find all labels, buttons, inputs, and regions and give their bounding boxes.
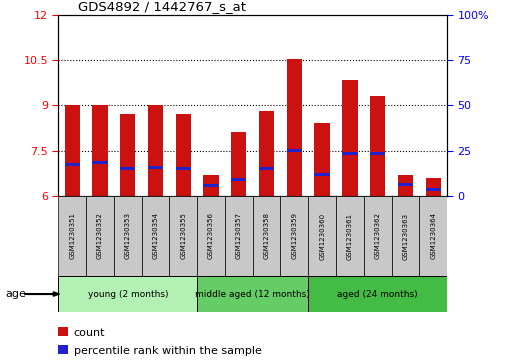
Text: GSM1230353: GSM1230353 [125, 212, 131, 260]
Text: GSM1230359: GSM1230359 [292, 212, 297, 260]
Bar [176, 114, 191, 196]
Bar [370, 152, 385, 155]
Bar [392, 196, 419, 276]
Text: GDS4892 / 1442767_s_at: GDS4892 / 1442767_s_at [78, 0, 246, 13]
Text: percentile rank within the sample: percentile rank within the sample [74, 346, 262, 356]
Text: GSM1230357: GSM1230357 [236, 212, 242, 260]
Text: GSM1230363: GSM1230363 [402, 212, 408, 260]
Bar [426, 188, 441, 191]
Bar [204, 175, 219, 196]
Bar [92, 161, 108, 164]
Bar [342, 81, 358, 196]
Bar [225, 196, 253, 276]
Bar [398, 183, 413, 186]
Bar [287, 59, 302, 196]
Bar [253, 196, 280, 276]
Bar [58, 276, 197, 312]
Bar [280, 196, 308, 276]
Bar [148, 166, 163, 169]
Text: GSM1230358: GSM1230358 [264, 212, 270, 260]
Text: GSM1230364: GSM1230364 [430, 212, 436, 260]
Bar [426, 178, 441, 196]
Bar [342, 152, 358, 155]
Bar [398, 175, 413, 196]
Text: GSM1230362: GSM1230362 [374, 212, 380, 260]
Text: count: count [74, 328, 105, 338]
Bar [287, 149, 302, 152]
Bar [197, 276, 308, 312]
Bar [336, 196, 364, 276]
Bar [370, 96, 385, 196]
Text: GSM1230361: GSM1230361 [347, 212, 353, 260]
Bar [120, 114, 136, 196]
Text: age: age [5, 289, 26, 299]
Bar [92, 105, 108, 196]
Text: GSM1230351: GSM1230351 [69, 212, 75, 260]
Text: middle aged (12 months): middle aged (12 months) [196, 290, 310, 298]
Text: young (2 months): young (2 months) [87, 290, 168, 298]
Text: GSM1230352: GSM1230352 [97, 212, 103, 260]
Bar [114, 196, 142, 276]
Bar [148, 105, 163, 196]
Text: GSM1230355: GSM1230355 [180, 212, 186, 260]
Bar [65, 163, 80, 166]
Bar [120, 167, 136, 170]
Bar [176, 167, 191, 170]
Bar [364, 196, 392, 276]
Bar [142, 196, 170, 276]
Text: aged (24 months): aged (24 months) [337, 290, 418, 298]
Bar [58, 196, 86, 276]
Bar [419, 196, 447, 276]
Text: GSM1230354: GSM1230354 [152, 212, 158, 260]
Bar [231, 132, 246, 196]
Bar [65, 105, 80, 196]
Bar [231, 178, 246, 181]
Bar [308, 276, 447, 312]
Text: GSM1230360: GSM1230360 [319, 212, 325, 260]
Bar [204, 184, 219, 187]
Bar [86, 196, 114, 276]
Bar [259, 111, 274, 196]
Text: GSM1230356: GSM1230356 [208, 212, 214, 260]
Bar [170, 196, 197, 276]
Bar [259, 167, 274, 170]
Bar [197, 196, 225, 276]
Bar [308, 196, 336, 276]
Bar [314, 123, 330, 196]
Bar [314, 174, 330, 176]
